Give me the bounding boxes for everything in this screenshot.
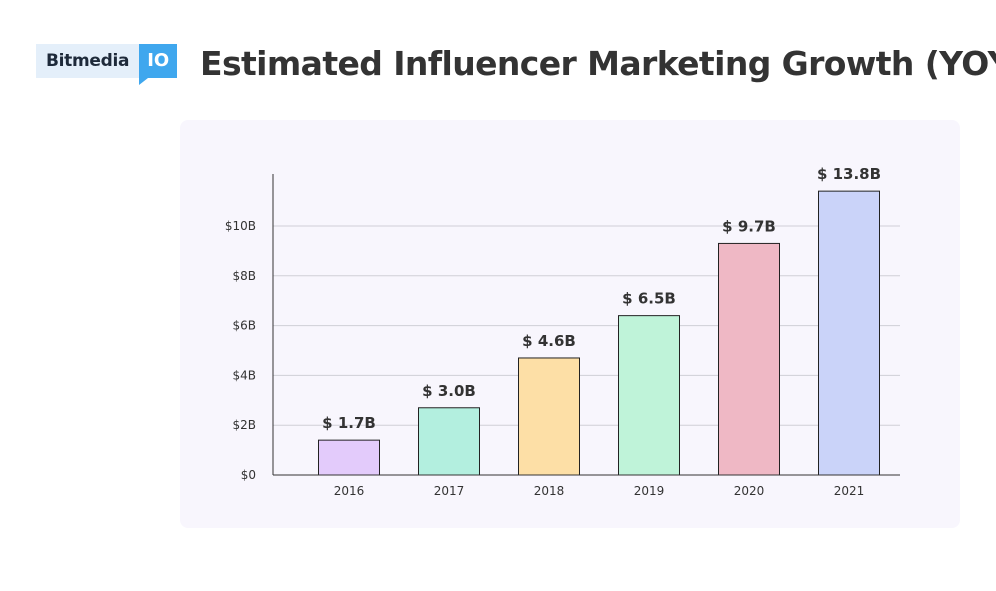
data-label: $ 1.7B xyxy=(322,414,376,432)
y-tick-label: $6B xyxy=(232,319,256,333)
y-tick-label: $8B xyxy=(232,269,256,283)
x-tick-label: 2021 xyxy=(834,484,865,498)
bar-2017 xyxy=(418,407,480,476)
bar-2018 xyxy=(518,357,580,476)
bar-2021 xyxy=(818,190,880,476)
data-label: $ 3.0B xyxy=(422,382,476,400)
bar-chart: $0 $2B $4B $6B $8B $10B $ 1.7B 2016 $ 3.0B 2017 $ … xyxy=(225,165,900,498)
y-tick-label: $0 xyxy=(241,468,256,482)
chart-panel: $0 $2B $4B $6B $8B $10B $ 1.7B 2016 $ 3.0B 2017 $ … xyxy=(180,120,960,528)
data-label: $ 9.7B xyxy=(722,217,776,235)
bar-2016 xyxy=(318,439,380,476)
data-label: $ 13.8B xyxy=(817,165,881,183)
y-tick-label: $2B xyxy=(232,418,256,432)
data-label: $ 6.5B xyxy=(622,290,676,308)
brand-name: Bitmedia xyxy=(36,44,140,78)
bar-2020 xyxy=(718,242,780,476)
y-tick-label: $10B xyxy=(225,219,256,233)
bar-2019 xyxy=(618,315,680,476)
x-tick-label: 2016 xyxy=(334,484,365,498)
x-tick-label: 2019 xyxy=(634,484,665,498)
x-tick-label: 2017 xyxy=(434,484,465,498)
x-tick-label: 2020 xyxy=(734,484,765,498)
y-tick-label: $4B xyxy=(232,368,256,382)
brand-badge: IO xyxy=(139,44,178,85)
chart-title: Estimated Influencer Marketing Growth (Y… xyxy=(200,44,996,83)
x-tick-label: 2018 xyxy=(534,484,565,498)
brand-logo: Bitmedia IO xyxy=(36,44,178,85)
data-label: $ 4.6B xyxy=(522,332,576,350)
